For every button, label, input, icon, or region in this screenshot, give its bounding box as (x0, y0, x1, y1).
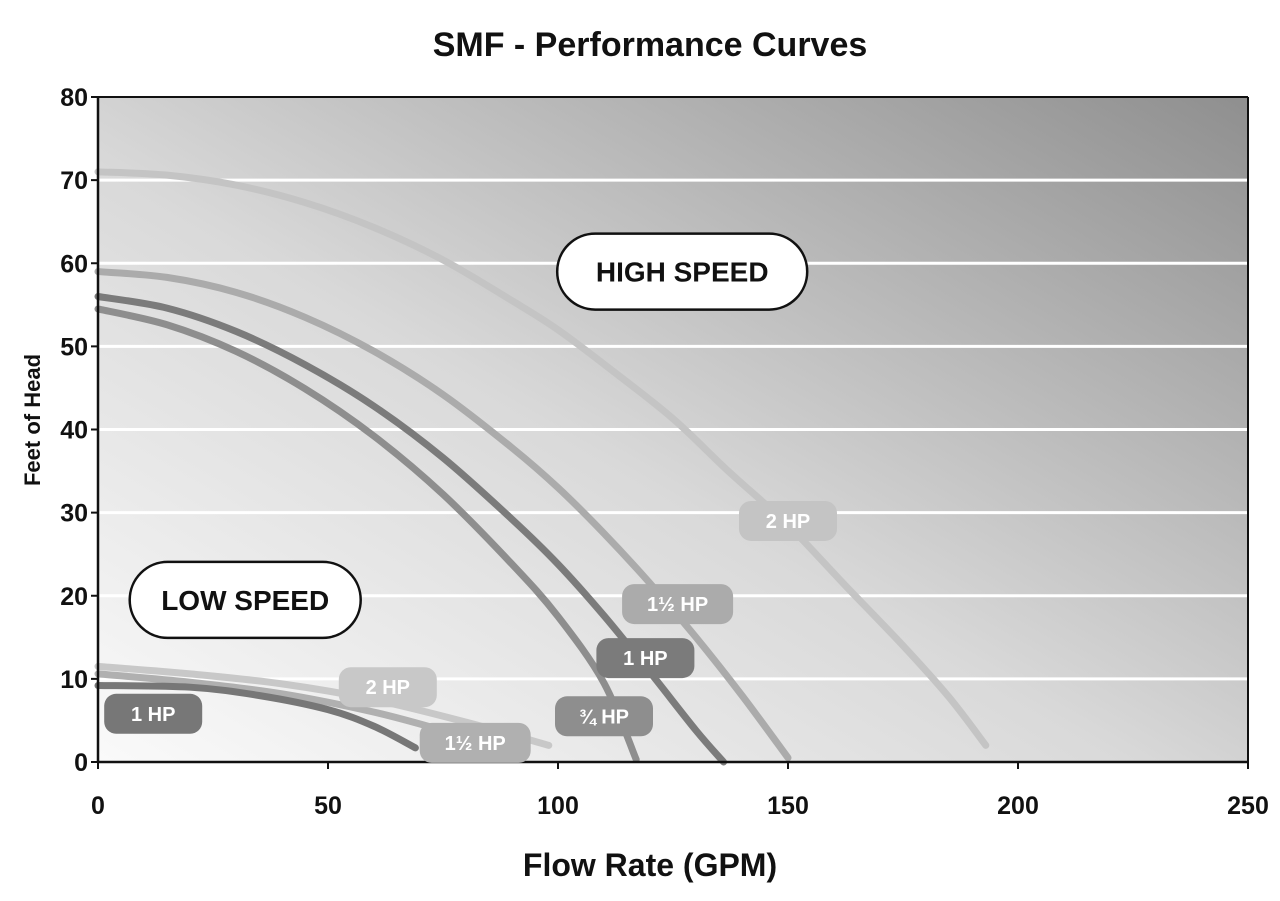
tick-labels: 0 10 20 30 40 50 60 70 80 0 50 100 150 200 250 (60, 84, 1269, 820)
series-tag-text: 1 HP (623, 648, 667, 670)
zone-label-text: LOW SPEED (161, 585, 329, 616)
x-tick-label: 100 (537, 792, 579, 820)
series-tag-box (338, 667, 437, 708)
y-tick-label: 30 (60, 500, 88, 528)
series-line-low-speed-1-hp (94, 682, 419, 752)
series-tag-low-speed-1-hp: 1 HP (104, 693, 203, 734)
x-tick-label: 0 (91, 792, 105, 820)
series-tag-high-speed-1-half-hp: 1½ HP (622, 584, 734, 625)
series-tag-box (596, 638, 695, 679)
series-tag-high-speed-1-hp: 1 HP (596, 638, 695, 679)
x-tick-label: 50 (314, 792, 342, 820)
series-tag-box (419, 722, 531, 763)
zone-label-box (128, 560, 362, 640)
series-tag-box (739, 500, 837, 541)
series-tag-text: 2 HP (366, 677, 410, 699)
y-tick-label: 0 (74, 749, 88, 777)
y-tick-label: 70 (60, 167, 88, 195)
y-tick-label: 10 (60, 666, 88, 694)
series-line-high-speed-1-half-hp (94, 268, 792, 762)
zone-label-box (555, 232, 809, 311)
series-tag-text: 1 HP (131, 704, 175, 726)
series-tag-text: 1½ HP (445, 733, 506, 755)
series-labels: 2 HP 1½ HP 1 HP ¾ HP 2 HP 1½ HP 1 HP (104, 500, 837, 763)
series-line-low-speed-1-half-hp (94, 670, 447, 734)
y-tick-label: 60 (60, 250, 88, 278)
zone-label-high-speed: HIGH SPEED (555, 232, 809, 311)
series-line-high-speed-three-quarter-hp (94, 305, 640, 764)
x-tick-label: 200 (997, 792, 1039, 820)
zone-label-low-speed: LOW SPEED (128, 560, 362, 640)
series-tag-low-speed-2-hp: 2 HP (338, 667, 437, 708)
series-tag-text: ¾ HP (579, 706, 629, 728)
zone-label-text: HIGH SPEED (596, 257, 769, 288)
series-tag-box (555, 696, 653, 737)
series-tag-low-speed-1-half-hp: 1½ HP (419, 722, 531, 763)
series-tag-box (104, 693, 203, 734)
y-axis-title: Feet of Head (20, 354, 45, 486)
x-tick-label: 150 (767, 792, 809, 820)
series-tag-text: 1½ HP (647, 594, 708, 616)
y-tick-label: 20 (60, 583, 88, 611)
x-tick-label: 250 (1227, 792, 1269, 820)
series-tag-box (622, 584, 734, 625)
series-line-high-speed-2-hp (94, 168, 990, 749)
y-tick-label: 40 (60, 417, 88, 445)
series-tag-text: 2 HP (766, 511, 810, 533)
series-tag-high-speed-three-quarter-hp: ¾ HP (555, 696, 653, 737)
series-tag-high-speed-2-hp: 2 HP (739, 500, 837, 541)
chart-title: SMF - Performance Curves (433, 26, 868, 64)
y-tick-label: 80 (60, 84, 88, 112)
annotations: HIGH SPEED LOW SPEED (128, 232, 809, 640)
y-tick-label: 50 (60, 333, 88, 361)
x-axis-title: Flow Rate (GPM) (523, 847, 777, 883)
